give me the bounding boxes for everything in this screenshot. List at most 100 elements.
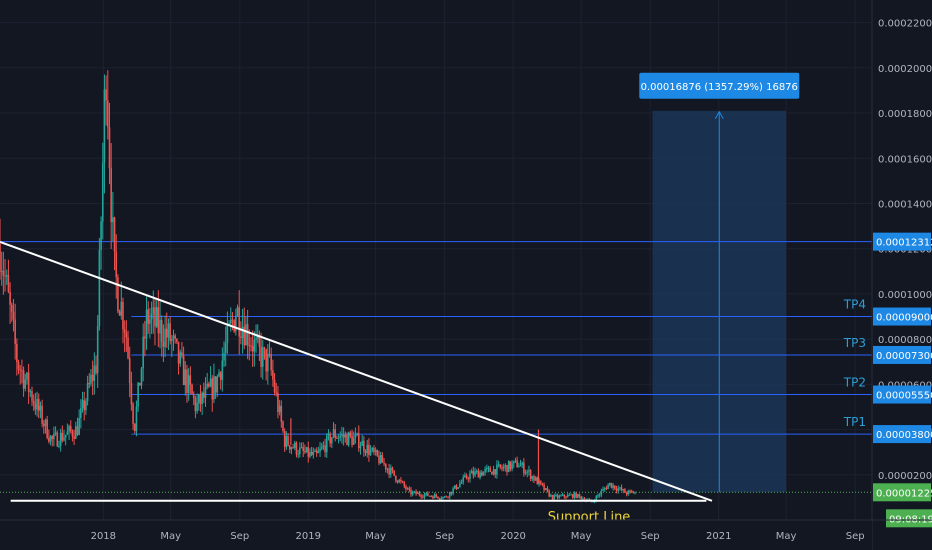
candle-body — [56, 432, 59, 447]
candle-body — [26, 372, 28, 380]
candle-body — [238, 307, 240, 337]
candle-body — [48, 438, 50, 442]
candle-body — [578, 494, 581, 497]
candle-body — [267, 353, 269, 372]
candle-body — [31, 391, 33, 401]
level-tp3-value: 0.00007300 — [876, 351, 932, 362]
candle-body — [229, 319, 232, 324]
candle-body — [258, 335, 261, 347]
candle-body — [610, 482, 613, 488]
candle-body — [277, 392, 279, 413]
downtrend-line[interactable] — [0, 240, 713, 502]
projection-badge[interactable] — [639, 72, 800, 99]
candle-body — [196, 402, 198, 412]
time-tick-label: Sep — [641, 531, 660, 542]
candle-body — [327, 433, 330, 436]
candle-body — [553, 495, 555, 500]
candle-body — [270, 354, 273, 371]
candle-body — [285, 436, 288, 447]
candle-body — [607, 484, 609, 490]
level-tp2-value: 0.00005550 — [876, 391, 932, 402]
level-tp1-badge[interactable] — [873, 425, 931, 444]
candle-body — [107, 100, 109, 128]
candle-body — [49, 436, 52, 442]
candle-body — [182, 355, 185, 386]
candle-body — [576, 494, 579, 498]
level-tp3-badge[interactable] — [873, 345, 931, 364]
candle-body — [544, 488, 547, 490]
candle-body — [165, 328, 168, 338]
candle-body — [297, 454, 299, 456]
candle-body — [219, 372, 222, 380]
candle-body — [571, 494, 574, 498]
candle-body — [361, 440, 363, 446]
candle-body — [241, 326, 244, 338]
candle-body — [546, 488, 549, 491]
candle-body — [46, 419, 48, 439]
candle-body — [223, 352, 225, 361]
candle-body — [127, 337, 129, 359]
candle-body — [460, 481, 463, 484]
candle-body — [386, 468, 389, 470]
tp-label-tp3: TP3 — [843, 336, 866, 350]
projection-box[interactable]: 0.00016876 (1357.29%) 16876 — [639, 72, 800, 493]
candle-body — [506, 465, 508, 473]
candle-body — [396, 480, 399, 483]
candle-body — [213, 376, 215, 400]
candle-body — [602, 489, 604, 491]
candle-body — [0, 244, 1, 272]
candle-body — [491, 471, 493, 475]
candle-body — [248, 345, 251, 347]
candle-body — [268, 353, 271, 355]
candle-body — [139, 382, 141, 386]
candle-body — [192, 393, 195, 399]
candle-body — [507, 461, 510, 473]
candle-body — [497, 464, 500, 466]
candle-body — [401, 481, 404, 483]
time-tick-label: 2019 — [296, 531, 321, 542]
tp-label-tp2: TP2 — [843, 376, 866, 390]
candle-body — [470, 471, 473, 474]
candle-body — [489, 467, 491, 472]
candle-body — [379, 455, 382, 464]
candle-body — [160, 319, 163, 342]
candle-body — [272, 370, 274, 380]
candle-body — [68, 426, 70, 432]
candle-body — [140, 368, 143, 386]
candle-body — [174, 335, 176, 339]
candle-body — [96, 325, 99, 374]
candle-body — [149, 319, 151, 324]
candle-body — [558, 495, 561, 498]
candle-body — [144, 336, 146, 339]
candle-body — [90, 374, 92, 384]
candle-body — [315, 450, 318, 453]
time-tick-label: Sep — [230, 531, 249, 542]
candle-body — [627, 490, 630, 495]
candle-body — [236, 307, 239, 316]
candle-body — [551, 495, 554, 500]
candle-body — [443, 496, 446, 498]
level-12312-badge[interactable] — [873, 232, 931, 251]
candle-body — [317, 451, 320, 453]
candle-body — [475, 470, 478, 472]
candle-body — [159, 319, 161, 334]
current-price-badge[interactable] — [873, 483, 931, 502]
candle-body — [36, 398, 38, 410]
candle-body — [171, 338, 173, 341]
time-axis[interactable]: 2018 May Sep 2019 May Sep 2020 May Sep 2021 May Sep — [0, 519, 932, 550]
level-tp2-badge[interactable] — [873, 385, 931, 404]
candle-body — [66, 431, 69, 435]
candle-body — [632, 491, 635, 494]
candle-body — [352, 437, 355, 445]
candle-body — [120, 301, 123, 316]
candle-body — [454, 485, 456, 489]
candle-body — [209, 378, 212, 387]
drawn-lines[interactable] — [0, 240, 713, 502]
candle-body — [339, 435, 342, 438]
level-tp4-badge[interactable] — [873, 307, 931, 326]
candle-body — [307, 447, 310, 457]
candle-body — [172, 335, 175, 339]
